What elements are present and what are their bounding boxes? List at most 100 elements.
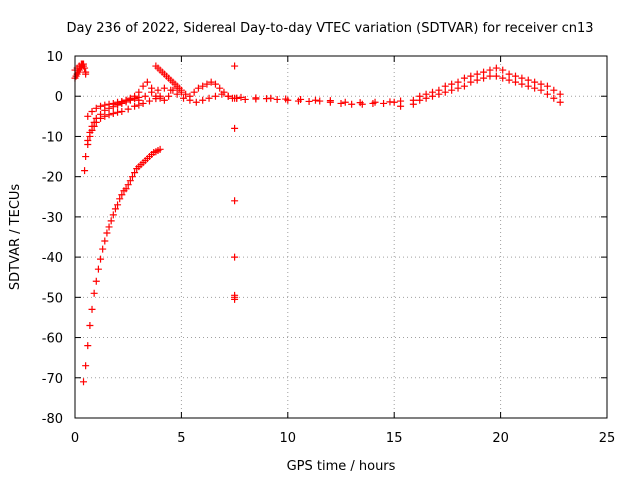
y-tick-label: -80 [42, 412, 63, 427]
data-point [135, 88, 143, 96]
data-point [550, 86, 558, 94]
data-point [341, 98, 349, 106]
data-point [537, 80, 545, 88]
series-outliers-7.5 [231, 62, 239, 303]
data-point [531, 78, 539, 86]
data-point [237, 93, 245, 101]
data-point [82, 70, 90, 78]
data-point [101, 101, 109, 109]
data-point [167, 86, 175, 94]
data-point [105, 100, 113, 108]
data-point [135, 96, 143, 104]
data-point [499, 74, 507, 82]
data-point [543, 90, 551, 98]
data-point [139, 82, 147, 90]
data-points [71, 60, 564, 386]
data-point [537, 86, 545, 94]
data-point [97, 102, 105, 110]
data-point [380, 99, 388, 107]
data-point [231, 253, 239, 261]
data-point [118, 191, 126, 199]
data-point [182, 90, 190, 98]
data-point [518, 74, 526, 82]
data-point [305, 97, 313, 105]
data-point [492, 72, 500, 80]
data-point [473, 76, 481, 84]
data-point [92, 104, 100, 112]
data-point [454, 78, 462, 86]
y-tick-label: 0 [55, 90, 63, 105]
data-point [203, 80, 211, 88]
x-tick-label: 20 [492, 431, 509, 446]
data-point [348, 100, 356, 108]
data-point [492, 64, 500, 72]
data-point [82, 362, 90, 370]
data-point [499, 66, 507, 74]
data-point [141, 92, 149, 100]
data-point [109, 99, 117, 107]
data-point [356, 99, 364, 107]
data-point [556, 98, 564, 106]
data-point [190, 88, 198, 96]
data-point [252, 94, 260, 102]
data-point [397, 102, 405, 110]
data-point [409, 100, 417, 108]
data-point [480, 74, 488, 82]
axis-ticks: 0 5 10 15 20 25 10 0 -10 -20 -30 -40 -50 -60 -70 -80 [42, 50, 616, 446]
y-tick-label: -70 [42, 372, 63, 387]
data-point [90, 289, 98, 297]
data-point [118, 108, 126, 116]
data-point [211, 80, 219, 88]
data-point [194, 84, 202, 92]
data-point [282, 95, 290, 103]
x-axis-label: GPS time / hours [287, 459, 396, 474]
data-point [126, 94, 134, 102]
data-point [448, 80, 456, 88]
data-point [80, 60, 88, 68]
data-point [88, 108, 96, 116]
data-point [480, 68, 488, 76]
data-point [148, 88, 156, 96]
data-point [207, 78, 215, 86]
data-point [156, 94, 164, 102]
data-point [435, 90, 443, 98]
data-point [218, 90, 226, 98]
data-point [556, 90, 564, 98]
data-point [531, 84, 539, 92]
grid [75, 56, 607, 418]
y-tick-label: -50 [42, 291, 63, 306]
data-point [114, 201, 122, 209]
data-point [422, 94, 430, 102]
data-point [297, 95, 305, 103]
y-tick-label: -60 [42, 332, 63, 347]
data-point [524, 82, 532, 90]
data-point [486, 66, 494, 74]
data-point [273, 95, 281, 103]
data-point [101, 112, 109, 120]
data-point [131, 92, 139, 100]
data-point [337, 99, 345, 107]
data-point [84, 112, 92, 120]
data-point [180, 94, 188, 102]
data-point [441, 88, 449, 96]
data-point [81, 167, 89, 175]
data-point [160, 84, 168, 92]
series-steep-recovery [80, 145, 164, 386]
data-point [99, 245, 107, 253]
data-point [316, 97, 324, 105]
data-point [460, 82, 468, 90]
data-point [88, 305, 96, 313]
data-point [160, 96, 168, 104]
plot-frame [74, 55, 608, 419]
data-point [186, 96, 194, 104]
data-point [543, 82, 551, 90]
data-point [97, 110, 105, 118]
data-point [199, 82, 207, 90]
series-early-positive [71, 60, 90, 82]
data-point [205, 94, 213, 102]
data-point [114, 100, 122, 108]
data-point [131, 169, 139, 177]
y-tick-label: -40 [42, 251, 63, 266]
data-point [92, 114, 100, 122]
series-mid-day-flat [233, 93, 405, 110]
